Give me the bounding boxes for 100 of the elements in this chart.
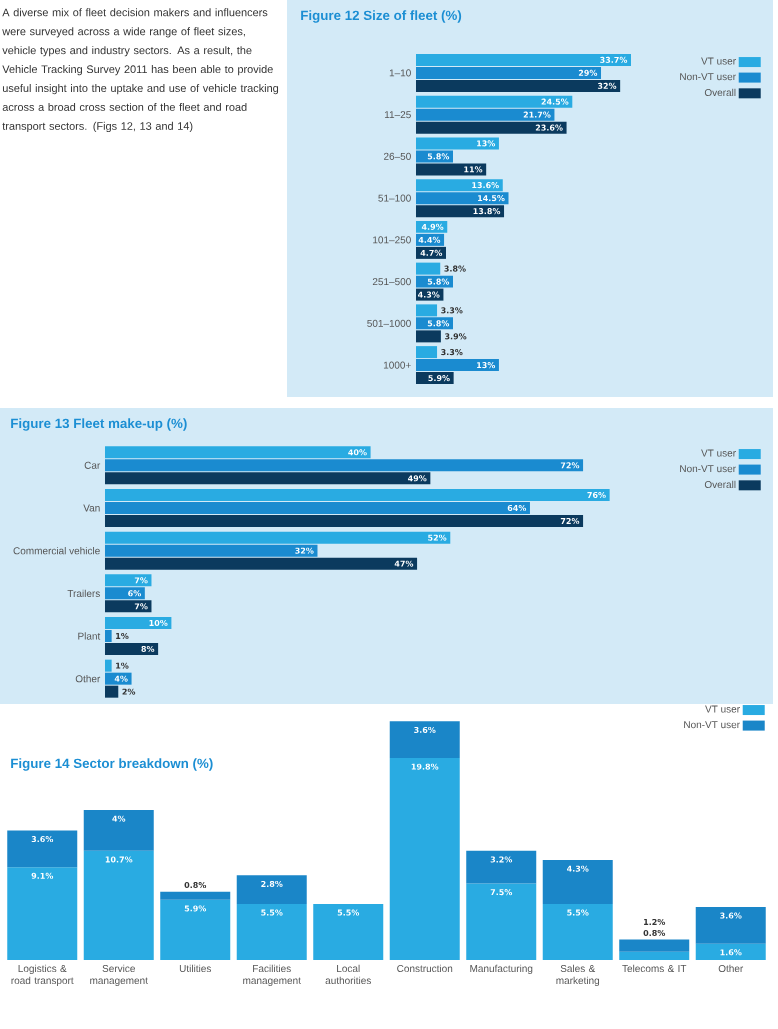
data-label: 33.7%: [600, 56, 628, 63]
data-label: 11%: [464, 166, 483, 173]
data-label: 2%: [122, 688, 136, 695]
bar: [104, 659, 112, 672]
bar: [695, 943, 766, 961]
y-tick-label: 251–500: [372, 278, 411, 286]
legend-label: VT user: [701, 57, 736, 65]
bar: [104, 472, 431, 485]
y-tick-label: Car: [84, 461, 101, 469]
bar: [104, 587, 145, 600]
x-tick-label: Manufacturing: [470, 964, 533, 975]
y-tick-label: 51–100: [378, 194, 411, 202]
data-label: 5.9%: [428, 375, 450, 382]
bar: [104, 574, 152, 587]
bar: [104, 685, 119, 698]
data-label: 72%: [560, 462, 580, 469]
data-label: 47%: [394, 560, 414, 567]
data-label: 14.5%: [478, 195, 505, 202]
data-label: 1%: [116, 662, 129, 669]
x-tick-label: Utilities: [179, 964, 211, 973]
bar: [104, 630, 112, 642]
bar: [236, 875, 307, 904]
legend-label: Non-VT user: [680, 465, 736, 473]
data-label: 3.9%: [445, 333, 467, 340]
data-label: 52%: [428, 534, 447, 541]
x-tick-label: Service management: [90, 964, 148, 987]
bar: [104, 515, 584, 528]
bar: [104, 459, 584, 472]
data-label: 6%: [128, 590, 141, 597]
x-tick-label: Telecoms & IT: [622, 964, 687, 973]
x-tick-label: Logistics & road transport: [11, 964, 74, 987]
data-label: 3.2%: [490, 856, 513, 863]
data-label: 24.5%: [541, 98, 569, 105]
bar: [416, 179, 503, 192]
data-label: 29%: [578, 69, 598, 76]
data-label: 72%: [560, 517, 580, 525]
data-label: 7.5%: [490, 889, 513, 896]
data-label: 3.3%: [441, 349, 463, 356]
data-label: 0.8%: [643, 929, 666, 936]
data-label: 7%: [134, 577, 148, 584]
data-label: 3.8%: [444, 265, 466, 272]
data-label: 3.6%: [31, 836, 54, 843]
bar: [7, 830, 78, 868]
bar: [542, 903, 613, 961]
y-tick-label: Van: [83, 504, 100, 512]
data-label: 4.4%: [418, 236, 441, 243]
data-label: 13%: [477, 362, 496, 369]
bar: [416, 95, 573, 108]
bar: [7, 867, 78, 961]
data-label: 4.9%: [421, 223, 444, 230]
x-tick-label: Construction: [397, 964, 453, 973]
data-label: 13%: [477, 140, 496, 147]
data-label: 10.7%: [105, 856, 133, 863]
bar: [416, 121, 567, 134]
data-label: 32%: [295, 547, 314, 554]
data-label: 5.5%: [337, 909, 360, 916]
bar: [416, 192, 509, 205]
bar: [466, 850, 537, 884]
data-label: 3.6%: [414, 726, 436, 733]
data-label: 10%: [149, 619, 168, 627]
data-label: 23.6%: [535, 124, 563, 131]
y-tick-label: Commercial vehicle: [13, 547, 100, 555]
x-tick-label: Sales & marketing: [556, 964, 600, 987]
bar: [695, 906, 766, 944]
bar: [416, 137, 499, 150]
data-label: 5.8%: [427, 278, 450, 285]
y-tick-label: Trailers: [67, 589, 100, 598]
bar: [104, 544, 318, 557]
data-label: 13.6%: [472, 182, 499, 189]
bar: [104, 489, 610, 502]
x-tick-label: Local authorities: [325, 964, 371, 985]
y-tick-label: 1–10: [389, 69, 411, 77]
data-label: 8%: [141, 645, 155, 653]
bar: [416, 330, 441, 343]
data-label: 5.8%: [427, 320, 450, 327]
bar: [466, 883, 537, 961]
text: A diverse mix of fleet decision makers and influencers were surveyed across a wide range of fleet sizes, vehicle types and industry sectors. As a result, the Vehicle Tracking Survey 2011 has been able to provide useful insight into the uptake and use of vehicle tracking across a broad cross section of the fleet and road transport sectors. (Figs 12, 13 and 14): [2, 8, 279, 133]
legend-label: Non-VT user: [684, 721, 740, 729]
bar: [104, 672, 132, 685]
bar: [104, 557, 418, 570]
x-tick-label: Other: [718, 964, 744, 973]
data-label: 64%: [507, 504, 527, 512]
bar: [389, 721, 460, 759]
data-label: 4.3%: [567, 865, 589, 872]
y-tick-label: 1000+: [383, 361, 411, 369]
data-label: 1%: [116, 632, 129, 640]
bar: [236, 903, 307, 961]
y-tick-label: 26–50: [383, 152, 411, 160]
data-label: 2.8%: [261, 880, 283, 887]
y-tick-label: 101–250: [373, 236, 411, 244]
data-label: 40%: [348, 449, 367, 456]
data-label: 76%: [587, 491, 606, 499]
data-label: 4%: [112, 815, 126, 822]
data-label: 9.1%: [31, 872, 54, 879]
data-label: 13.8%: [473, 208, 501, 215]
y-tick-label: 11–25: [384, 111, 411, 119]
bar: [104, 617, 172, 629]
y-tick-label: Other: [75, 675, 101, 683]
legend-label: Non-VT user: [680, 73, 736, 81]
bar: [416, 66, 602, 79]
